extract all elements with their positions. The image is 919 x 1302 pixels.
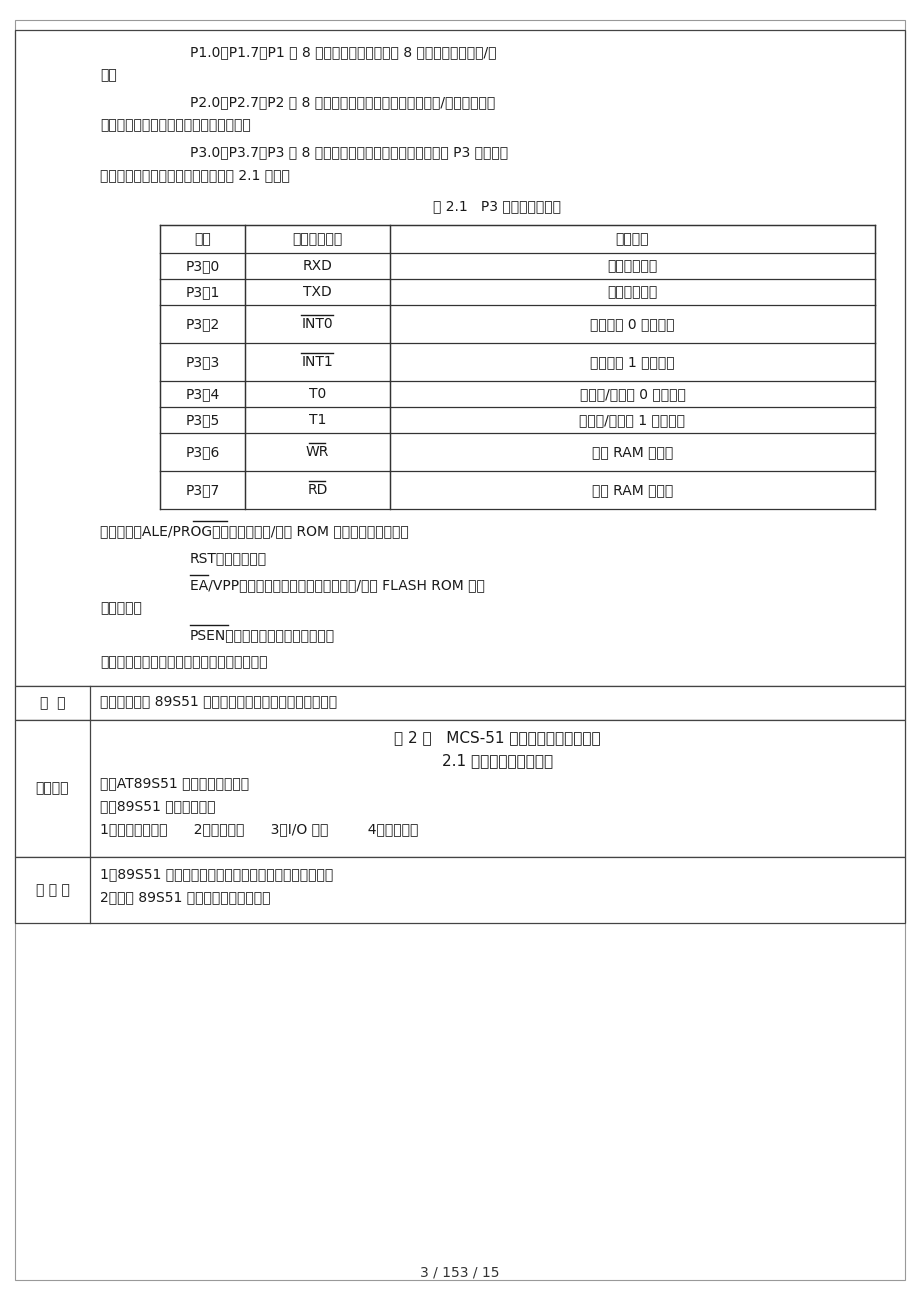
Text: EA/VPP：访问外部程序存储器控制信号/片内 FLASH ROM 编程: EA/VPP：访问外部程序存储器控制信号/片内 FLASH ROM 编程 <box>190 578 484 592</box>
Text: P3．4: P3．4 <box>185 387 220 401</box>
Text: 控制引脚：ALE/PROG：地址锁存控制/片内 ROM 编程脉冲输入信号。: 控制引脚：ALE/PROG：地址锁存控制/片内 ROM 编程脉冲输入信号。 <box>100 523 408 538</box>
Text: 2．简述 89S51 几个控制引脚的功能。: 2．简述 89S51 几个控制引脚的功能。 <box>100 891 270 904</box>
Text: PSEN：外部程序存储器选通信号。: PSEN：外部程序存储器选通信号。 <box>190 628 335 642</box>
Text: 定时器/计数器 1 外部输入: 定时器/计数器 1 外部输入 <box>579 413 685 427</box>
Text: TXD: TXD <box>302 285 332 299</box>
Text: P3．6: P3．6 <box>185 445 220 460</box>
Text: 3 / 153 / 15: 3 / 153 / 15 <box>420 1266 499 1279</box>
Text: 第二功能信号: 第二功能信号 <box>292 232 342 246</box>
Text: 条口线都具有第二功能，其功能如表 2.1 所示。: 条口线都具有第二功能，其功能如表 2.1 所示。 <box>100 168 289 182</box>
Text: P1.0～P1.7：P1 口 8 位双向口线，用于完成 8 位数据的并行输入/输: P1.0～P1.7：P1 口 8 位双向口线，用于完成 8 位数据的并行输入/输 <box>190 46 496 59</box>
Text: P3．5: P3．5 <box>185 413 220 427</box>
Bar <box>15 720 904 857</box>
Text: P3．7: P3．7 <box>185 483 220 497</box>
Text: 定时器/计数器 0 外部输入: 定时器/计数器 0 外部输入 <box>579 387 685 401</box>
Text: 表 2.1   P3 口线的第二功能: 表 2.1 P3 口线的第二功能 <box>433 199 561 214</box>
Text: INT1: INT1 <box>301 355 333 368</box>
Text: 总  结: 总 结 <box>40 697 65 710</box>
Text: P3．1: P3．1 <box>185 285 220 299</box>
Text: 第 2 章   MCS-51 系列单片机的系统结构: 第 2 章 MCS-51 系列单片机的系统结构 <box>393 730 600 745</box>
Text: 串行数据输入: 串行数据输入 <box>607 259 657 273</box>
Text: 2.1 内部结构与引脚功能: 2.1 内部结构与引脚功能 <box>441 753 552 768</box>
Text: 思 考 题: 思 考 题 <box>36 883 69 897</box>
Text: WR: WR <box>305 445 329 460</box>
Text: 外部中断 0 请求输入: 外部中断 0 请求输入 <box>590 316 674 331</box>
Text: 出。: 出。 <box>100 68 117 82</box>
Text: 电源输入。: 电源输入。 <box>100 602 142 615</box>
Text: 口线: 口线 <box>194 232 210 246</box>
Text: 第二功能: 第二功能 <box>615 232 649 246</box>
Text: 外部 RAM 写选通: 外部 RAM 写选通 <box>591 445 673 460</box>
Text: INT0: INT0 <box>301 316 333 331</box>
Text: P2.0～P2.7：P2 口 8 位双向口线。第一功能为基本输入/输出，第二功: P2.0～P2.7：P2 口 8 位双向口线。第一功能为基本输入/输出，第二功 <box>190 95 494 109</box>
Text: T1: T1 <box>309 413 326 427</box>
Text: 外部中断 1 请求输入: 外部中断 1 请求输入 <box>590 355 674 368</box>
Text: P3．0: P3．0 <box>185 259 220 273</box>
Text: 外部 RAM 读选通: 外部 RAM 读选通 <box>591 483 673 497</box>
Text: 通过视图掌握 89S51 芯片每部结构和各引脚名称及功能。: 通过视图掌握 89S51 芯片每部结构和各引脚名称及功能。 <box>100 694 336 708</box>
Bar <box>15 857 904 923</box>
Text: RXD: RXD <box>302 259 332 273</box>
Text: 板书设计: 板书设计 <box>36 781 69 796</box>
Text: RST：复位信号。: RST：复位信号。 <box>190 551 267 565</box>
Text: P3.0～P3.7：P3 口 8 位双向口线。它是一个双功能口，即 P3 口的每一: P3.0～P3.7：P3 口 8 位双向口线。它是一个双功能口，即 P3 口的每… <box>190 145 507 159</box>
Text: 1．89S51 单片机内部有哪些主要部件？其功能是什么？: 1．89S51 单片机内部有哪些主要部件？其功能是什么？ <box>100 867 333 881</box>
Text: 1、工作电源引脚      2、晶振引脚      3、I/O 引脚         4、控制引脚: 1、工作电源引脚 2、晶振引脚 3、I/O 引脚 4、控制引脚 <box>100 822 418 836</box>
Bar <box>15 686 904 720</box>
Text: 串行数据输出: 串行数据输出 <box>607 285 657 299</box>
Text: P3．3: P3．3 <box>185 355 220 368</box>
Bar <box>15 30 904 686</box>
Text: 一、AT89S51 单片机的内部结构: 一、AT89S51 单片机的内部结构 <box>100 776 249 790</box>
Text: 能是在系统扩展时作为高位地址线使用。: 能是在系统扩展时作为高位地址线使用。 <box>100 118 251 132</box>
Text: 二、89S51 芯片引脚功能: 二、89S51 芯片引脚功能 <box>100 799 215 812</box>
Text: RD: RD <box>307 483 327 497</box>
Text: 以上各引脚的功能在以后的章节有详细介绍。: 以上各引脚的功能在以后的章节有详细介绍。 <box>100 655 267 669</box>
Text: P3．2: P3．2 <box>185 316 220 331</box>
Text: T0: T0 <box>309 387 325 401</box>
